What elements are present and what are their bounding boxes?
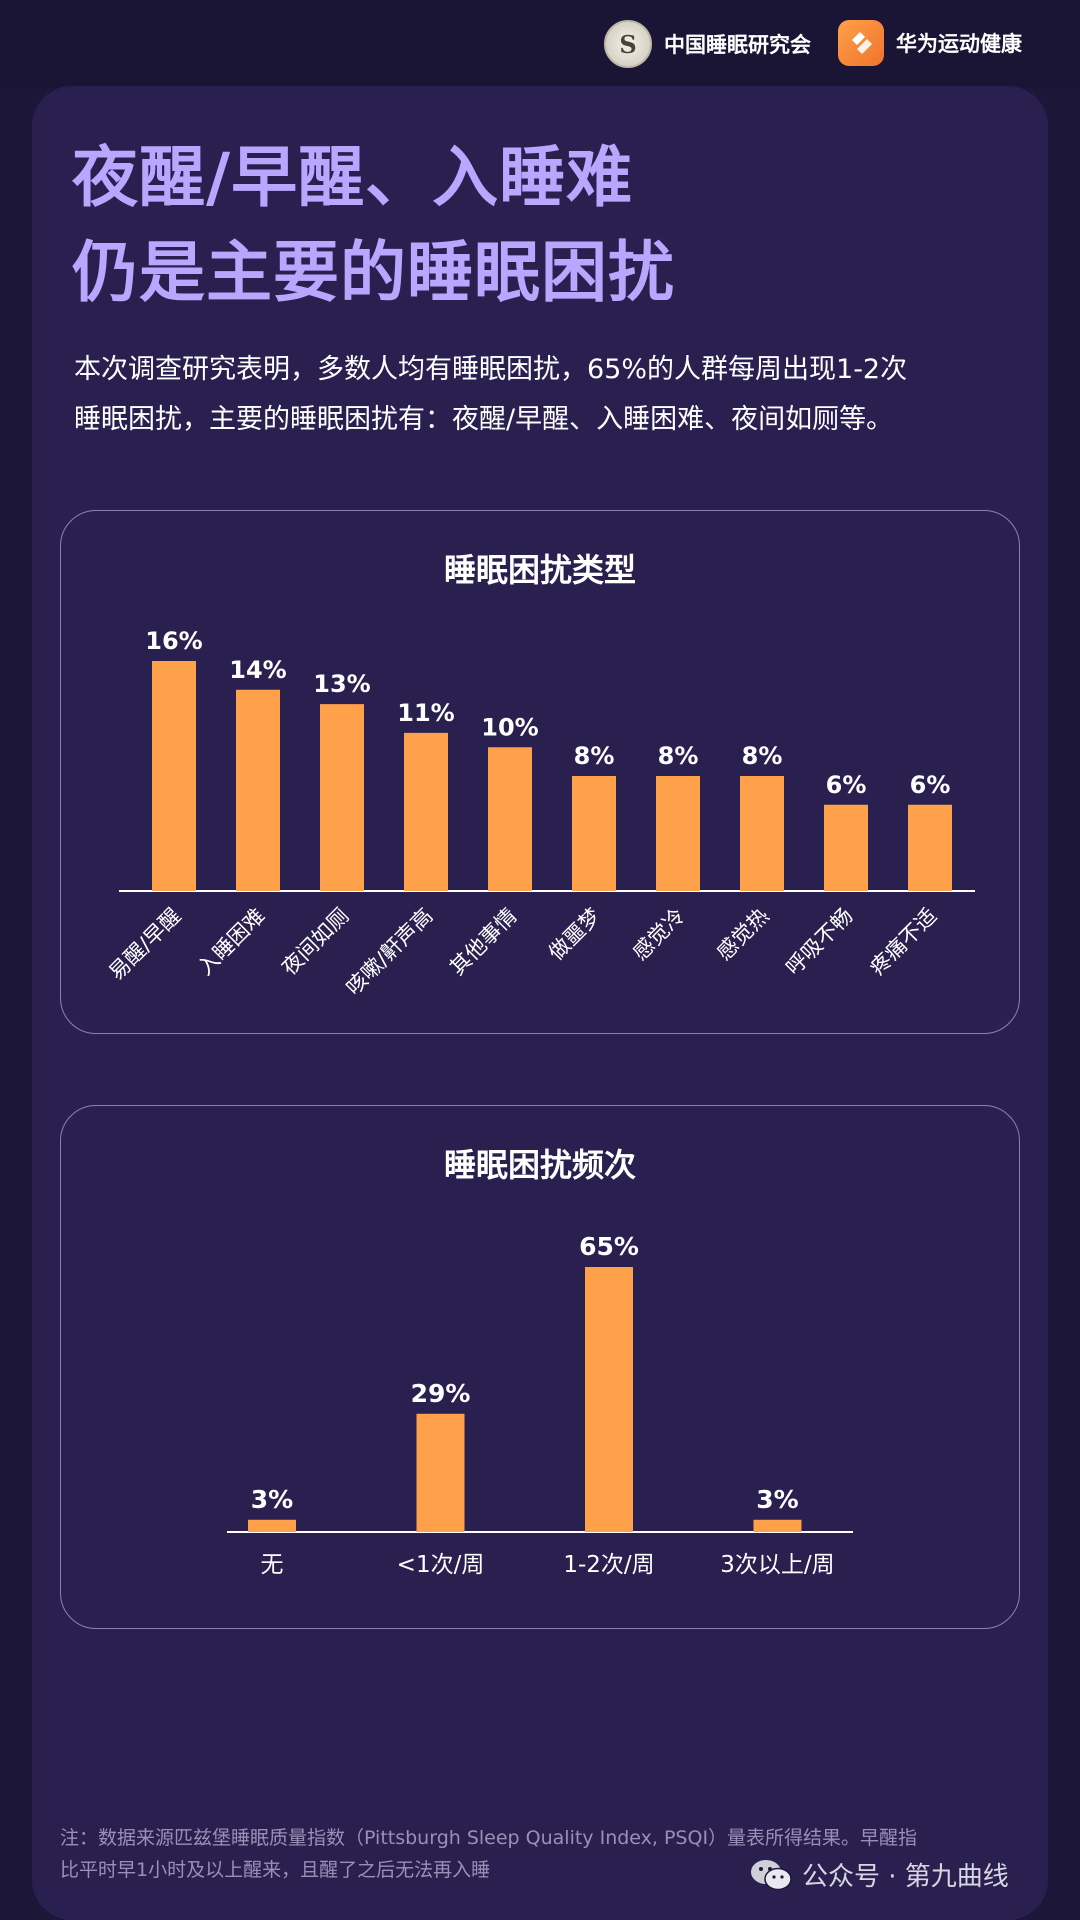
bar — [152, 661, 196, 891]
cssr-logo-text: 中国睡眠研究会 — [664, 33, 811, 57]
bar — [585, 1267, 633, 1532]
data-label: 29% — [411, 1379, 471, 1408]
x-tick-label: 易醒/早醒 — [104, 904, 185, 985]
data-label: 8% — [658, 742, 699, 770]
chart-title-frequency: 睡眠困扰频次 — [443, 1146, 636, 1184]
page-title: 夜醒/早醒、入睡难 仍是主要的睡眠困扰 — [72, 130, 972, 320]
intro-paragraph: 本次调查研究表明，多数人均有睡眠困扰，65%的人群每周出现1-2次 睡眠困扰，主… — [74, 345, 1024, 445]
x-tick-label: 感觉热 — [712, 904, 774, 966]
intro-line-2: 睡眠困扰，主要的睡眠困扰有：夜醒/早醒、入睡困难、夜间如厕等。 — [74, 404, 894, 435]
huawei-health-logo-text: 华为运动健康 — [896, 32, 1022, 56]
x-tick-label: 入睡困难 — [193, 904, 269, 980]
data-label: 6% — [826, 771, 867, 799]
bar — [824, 804, 868, 891]
page-title-line-1: 夜醒/早醒、入睡难 — [72, 139, 634, 216]
bar — [740, 776, 784, 891]
bar — [320, 704, 364, 891]
header-bar: S 中国睡眠研究会 华为运动健康 — [0, 0, 1080, 88]
footnote-line-2: 比平时早1小时及以上醒来，且醒了之后无法再入睡 — [60, 1859, 491, 1881]
data-label: 14% — [229, 656, 286, 684]
bar — [248, 1519, 296, 1532]
x-tick-label: 咳嗽/鼾声高 — [341, 904, 437, 1000]
wechat-watermark: 公众号 · 第九曲线 — [750, 1856, 1009, 1893]
watermark-text: 公众号 · 第九曲线 — [802, 1862, 1009, 1892]
cssr-seal-icon: S — [604, 20, 652, 68]
bar — [488, 747, 532, 891]
sleep-problem-types-panel: 睡眠困扰类型 16% 易醒/早醒 14% 入睡困难 13% 夜间如厕 11% 咳嗽/鼾声高 10… — [60, 510, 1020, 1034]
huawei-health-logo: 华为运动健康 — [838, 20, 1022, 66]
data-label: 6% — [910, 771, 951, 799]
x-tick-label: 3次以上/周 — [720, 1552, 834, 1578]
data-label: 16% — [145, 627, 202, 655]
bar — [908, 804, 952, 891]
bar — [656, 776, 700, 891]
data-label: 65% — [579, 1232, 639, 1261]
x-tick-label: 无 — [261, 1552, 284, 1578]
footnote-line-1: 注：数据来源匹兹堡睡眠质量指数（Pittsburgh Sleep Quality… — [60, 1827, 918, 1849]
cssr-logo: S 中国睡眠研究会 — [604, 20, 811, 68]
sleep-problem-frequency-panel: 睡眠困扰频次 3% 无 29% <1次/周 65% 1-2次/周 3% 3次以上/周 — [60, 1105, 1020, 1629]
x-tick-label: 疼痛不适 — [865, 904, 941, 980]
x-tick-label: <1次/周 — [397, 1552, 485, 1578]
x-tick-label: 呼吸不畅 — [781, 904, 857, 980]
data-label: 8% — [742, 742, 783, 770]
chart-title-types: 睡眠困扰类型 — [443, 551, 636, 589]
data-label: 11% — [397, 699, 454, 727]
x-tick-label: 夜间如厕 — [277, 904, 353, 980]
x-tick-label: 1-2次/周 — [563, 1552, 654, 1578]
x-tick-label: 感觉冷 — [628, 904, 690, 966]
data-label: 3% — [251, 1485, 293, 1514]
x-tick-label: 做噩梦 — [544, 904, 606, 966]
data-label: 10% — [481, 713, 538, 741]
content-card — [32, 86, 1048, 1920]
intro-line-1: 本次调查研究表明，多数人均有睡眠困扰，65%的人群每周出现1-2次 — [74, 354, 908, 385]
bar — [753, 1519, 802, 1532]
data-label: 3% — [756, 1485, 798, 1514]
sleep-problem-types-chart: 16% 易醒/早醒 14% 入睡困难 13% 夜间如厕 11% 咳嗽/鼾声高 10% 其他事情 8%… — [104, 627, 975, 1000]
sleep-problem-frequency-chart: 3% 无 29% <1次/周 65% 1-2次/周 3% 3次以上/周 — [227, 1232, 853, 1578]
x-tick-label: 其他事情 — [445, 904, 521, 980]
data-label: 8% — [574, 742, 615, 770]
bar — [572, 776, 616, 891]
bar — [404, 732, 448, 891]
footnote: 注：数据来源匹兹堡睡眠质量指数（Pittsburgh Sleep Quality… — [60, 1822, 1040, 1886]
huawei-health-icon — [838, 20, 884, 66]
data-label: 13% — [313, 670, 370, 698]
wechat-icon — [751, 1859, 792, 1890]
bar — [416, 1413, 465, 1532]
page-title-line-2: 仍是主要的睡眠困扰 — [72, 234, 675, 311]
bar — [236, 689, 280, 891]
